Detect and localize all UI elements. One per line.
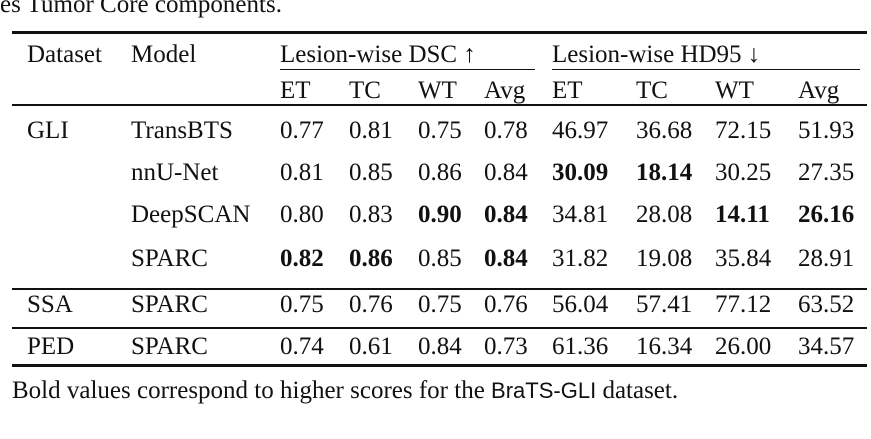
cell-value: 0.81 bbox=[280, 159, 324, 186]
header-hd95-wt: WT bbox=[715, 77, 754, 104]
cell-model: SPARC bbox=[131, 291, 208, 318]
cell-value: 26.16 bbox=[798, 201, 855, 228]
cell-value: 0.75 bbox=[418, 291, 462, 318]
cell-value: 0.84 bbox=[484, 245, 528, 272]
cell-value: 28.08 bbox=[636, 201, 693, 228]
table-separator-ssa bbox=[12, 288, 867, 290]
cell-value: 0.78 bbox=[484, 117, 528, 144]
cell-value: 18.14 bbox=[636, 159, 693, 186]
cell-value: 0.75 bbox=[418, 117, 462, 144]
table-top-rule bbox=[12, 31, 867, 34]
cell-value: 0.84 bbox=[484, 159, 528, 186]
cell-value: 57.41 bbox=[636, 291, 693, 318]
cell-model: SPARC bbox=[131, 245, 208, 272]
cell-value: 0.84 bbox=[484, 201, 528, 228]
cell-value: 0.76 bbox=[349, 291, 393, 318]
header-hd95-group: Lesion-wise HD95 ↓ bbox=[552, 41, 761, 68]
table-header-rule bbox=[12, 104, 867, 106]
header-hd95-tc: TC bbox=[636, 77, 668, 104]
cell-model: TransBTS bbox=[131, 117, 233, 144]
cell-value: 63.52 bbox=[798, 291, 855, 318]
cell-value: 30.25 bbox=[715, 159, 772, 186]
cell-value: 77.12 bbox=[715, 291, 772, 318]
cell-value: 30.09 bbox=[552, 159, 609, 186]
cell-dataset: PED bbox=[27, 333, 75, 360]
cell-value: 56.04 bbox=[552, 291, 609, 318]
cell-value: 36.68 bbox=[636, 117, 693, 144]
table-bottom-rule bbox=[12, 364, 867, 367]
cell-value: 0.85 bbox=[418, 245, 462, 272]
cell-value: 34.57 bbox=[798, 333, 855, 360]
header-model: Model bbox=[131, 41, 197, 68]
cell-model: DeepSCAN bbox=[131, 201, 251, 228]
table-caption-fragment: es Tumor Core components. bbox=[0, 0, 282, 18]
cell-value: 0.86 bbox=[349, 245, 393, 272]
dsc-group-rule bbox=[280, 69, 535, 70]
cell-value: 0.73 bbox=[484, 333, 528, 360]
hd95-group-rule bbox=[552, 69, 860, 70]
cell-value: 35.84 bbox=[715, 245, 772, 272]
cell-value: 0.90 bbox=[418, 201, 462, 228]
cell-value: 31.82 bbox=[552, 245, 609, 272]
footnote-dataset-name: BraTS-GLI bbox=[491, 378, 597, 403]
cell-value: 0.86 bbox=[418, 159, 462, 186]
cell-value: 28.91 bbox=[798, 245, 855, 272]
cell-value: 0.83 bbox=[349, 201, 393, 228]
footnote-text-start: Bold values correspond to higher scores … bbox=[12, 377, 492, 404]
cell-value: 0.76 bbox=[484, 291, 528, 318]
cell-dataset: SSA bbox=[27, 291, 73, 318]
header-dsc-et: ET bbox=[280, 77, 311, 104]
cell-value: 26.00 bbox=[715, 333, 772, 360]
cell-value: 27.35 bbox=[798, 159, 855, 186]
footnote-text-end: dataset. bbox=[596, 377, 679, 404]
cell-model: SPARC bbox=[131, 333, 208, 360]
cell-value: 34.81 bbox=[552, 201, 609, 228]
cell-value: 0.81 bbox=[349, 117, 393, 144]
cell-value: 0.77 bbox=[280, 117, 324, 144]
cell-value: 46.97 bbox=[552, 117, 609, 144]
cell-value: 0.61 bbox=[349, 333, 393, 360]
cell-model: nnU-Net bbox=[131, 159, 219, 186]
cell-value: 0.75 bbox=[280, 291, 324, 318]
cell-value: 0.84 bbox=[418, 333, 462, 360]
cell-value: 0.85 bbox=[349, 159, 393, 186]
header-hd95-avg: Avg bbox=[798, 77, 840, 104]
cell-value: 16.34 bbox=[636, 333, 693, 360]
cell-value: 0.80 bbox=[280, 201, 324, 228]
cell-value: 0.74 bbox=[280, 333, 324, 360]
cell-value: 51.93 bbox=[798, 117, 855, 144]
header-dataset: Dataset bbox=[27, 41, 102, 68]
cell-value: 72.15 bbox=[715, 117, 772, 144]
cell-value: 14.11 bbox=[715, 201, 770, 228]
header-dsc-group: Lesion-wise DSC ↑ bbox=[280, 41, 476, 68]
table-footnote: Bold values correspond to higher scores … bbox=[12, 376, 678, 406]
header-dsc-tc: TC bbox=[349, 77, 381, 104]
table-separator-ped bbox=[12, 327, 867, 329]
header-dsc-wt: WT bbox=[418, 77, 457, 104]
cell-dataset: GLI bbox=[27, 117, 69, 144]
cell-value: 0.82 bbox=[280, 245, 324, 272]
header-dsc-avg: Avg bbox=[484, 77, 526, 104]
cell-value: 19.08 bbox=[636, 245, 693, 272]
cell-value: 61.36 bbox=[552, 333, 609, 360]
header-hd95-et: ET bbox=[552, 77, 583, 104]
